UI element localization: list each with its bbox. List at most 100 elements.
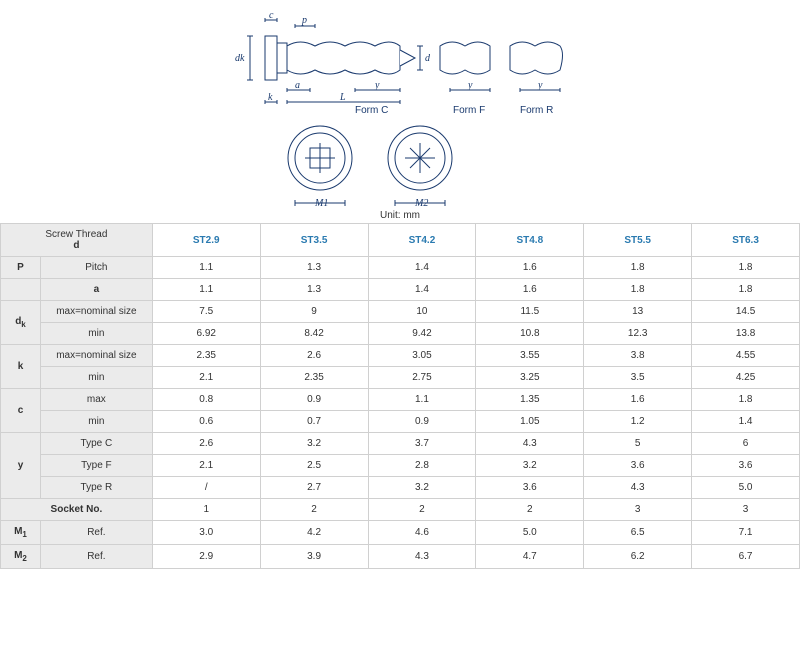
cell: 2.1 [152,367,260,389]
cell: 3 [692,499,800,521]
cell: 2.7 [260,477,368,499]
row-label: Socket No. [1,499,153,521]
cell: 4.6 [368,521,476,545]
cell: 10.8 [476,323,584,345]
col-header-4: ST5.5 [584,224,692,257]
cell: 11.5 [476,301,584,323]
cell: 4.2 [260,521,368,545]
cell: 4.3 [584,477,692,499]
cell: 1.05 [476,411,584,433]
table-row: dkmax=nominal size7.591011.51314.5 [1,301,800,323]
svg-text:Form F: Form F [453,105,485,116]
row-sublabel: Type R [40,477,152,499]
cell: 3.2 [476,455,584,477]
cell: 7.1 [692,521,800,545]
cell: 6 [692,433,800,455]
cell: 1.6 [476,257,584,279]
cell: 0.7 [260,411,368,433]
cell: 1.1 [368,389,476,411]
cell: 4.25 [692,367,800,389]
svg-text:a: a [295,80,300,91]
col-header-3: ST4.8 [476,224,584,257]
row-label: y [1,433,41,499]
cell: 3.5 [584,367,692,389]
svg-text:d: d [425,53,431,64]
table-row: yType C2.63.23.74.356 [1,433,800,455]
cell: 1.35 [476,389,584,411]
svg-text:y: y [467,80,473,91]
cell: 4.55 [692,345,800,367]
cell: 1.6 [476,279,584,301]
cell: 4.3 [476,433,584,455]
cell: 2 [476,499,584,521]
row-sublabel: max=nominal size [40,345,152,367]
table-row: a1.11.31.41.61.81.8 [1,279,800,301]
col-header-1: ST3.5 [260,224,368,257]
spec-table: Screw ThreaddST2.9ST3.5ST4.2ST4.8ST5.5ST… [0,223,800,569]
row-label: k [1,345,41,389]
cell: 3.25 [476,367,584,389]
svg-text:L: L [339,92,346,103]
row-sublabel: Type F [40,455,152,477]
col-header-thread: Screw Threadd [1,224,153,257]
cell: 6.7 [692,545,800,569]
svg-text:p: p [301,15,307,26]
cell: 2.6 [260,345,368,367]
cell: 2.9 [152,545,260,569]
cell: 4.3 [368,545,476,569]
col-header-0: ST2.9 [152,224,260,257]
row-sublabel: min [40,323,152,345]
row-sublabel: min [40,367,152,389]
cell: 3.6 [584,455,692,477]
row-sublabel: min [40,411,152,433]
table-row: Type F2.12.52.83.23.63.6 [1,455,800,477]
cell: 3.55 [476,345,584,367]
table-row: PPitch1.11.31.41.61.81.8 [1,257,800,279]
cell: 3.8 [584,345,692,367]
cell: 2.1 [152,455,260,477]
table-row: min2.12.352.753.253.54.25 [1,367,800,389]
svg-text:dk: dk [235,53,245,64]
cell: 3.2 [260,433,368,455]
row-sublabel: Type C [40,433,152,455]
unit-label: Unit: mm [0,210,800,221]
col-header-2: ST4.2 [368,224,476,257]
cell: 1 [152,499,260,521]
row-label: dk [1,301,41,345]
cell: 1.8 [692,257,800,279]
svg-text:y: y [537,80,543,91]
row-label: c [1,389,41,433]
cell: 3.05 [368,345,476,367]
cell: 9 [260,301,368,323]
cell: 2 [368,499,476,521]
cell: 10 [368,301,476,323]
cell: 13 [584,301,692,323]
cell: 0.6 [152,411,260,433]
cell: 1.8 [584,279,692,301]
row-label: P [1,257,41,279]
screw-diagram: dk c p d a y k L y y M1 M2 Form C Form F… [0,0,800,210]
cell: 3.6 [692,455,800,477]
cell: 3.9 [260,545,368,569]
table-row: min6.928.429.4210.812.313.8 [1,323,800,345]
table-row: M1Ref.3.04.24.65.06.57.1 [1,521,800,545]
cell: 4.7 [476,545,584,569]
cell: 12.3 [584,323,692,345]
row-label [1,279,41,301]
row-sublabel: max [40,389,152,411]
cell: 13.8 [692,323,800,345]
row-sublabel: a [40,279,152,301]
cell: 2 [260,499,368,521]
cell: 1.8 [692,389,800,411]
table-row: Type R/2.73.23.64.35.0 [1,477,800,499]
cell: 3.0 [152,521,260,545]
svg-text:Form C: Form C [355,105,388,116]
cell: 1.2 [584,411,692,433]
cell: 3 [584,499,692,521]
cell: 2.35 [260,367,368,389]
cell: 5.0 [692,477,800,499]
table-row: M2Ref.2.93.94.34.76.26.7 [1,545,800,569]
table-row: kmax=nominal size2.352.63.053.553.84.55 [1,345,800,367]
cell: 7.5 [152,301,260,323]
cell: 0.8 [152,389,260,411]
